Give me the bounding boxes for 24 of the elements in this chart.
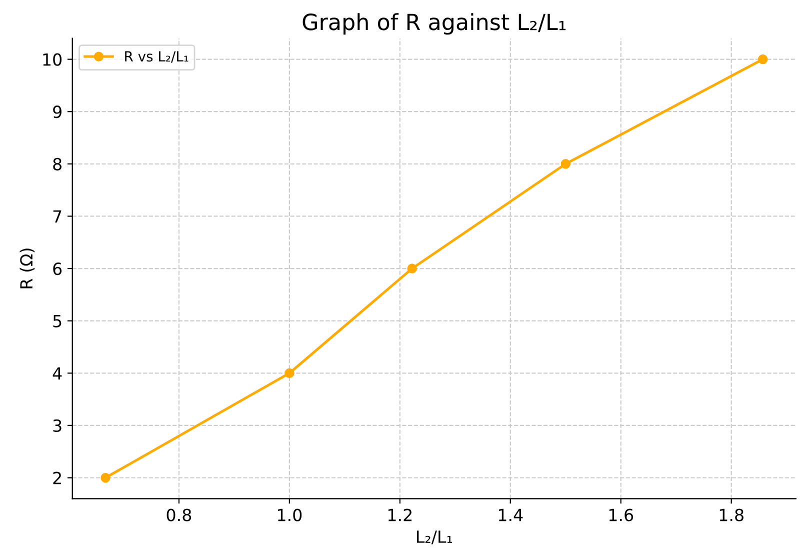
y-tick-label: 7 bbox=[53, 210, 62, 223]
point bbox=[758, 54, 768, 64]
y-tick-label: 3 bbox=[53, 419, 62, 432]
point bbox=[560, 159, 570, 169]
point bbox=[407, 264, 417, 274]
y-tick-label: 8 bbox=[53, 158, 62, 170]
y-axis-title: R (Ω) bbox=[20, 248, 35, 288]
x-tick-label: 1.0 bbox=[278, 508, 302, 522]
x-tick-label: 1.6 bbox=[609, 508, 634, 522]
x-tick-label: 0.8 bbox=[166, 508, 192, 522]
y-tick-label: 10 bbox=[43, 53, 62, 66]
x-tick-label: 1.2 bbox=[388, 508, 412, 522]
y-tick-label: 2 bbox=[53, 472, 61, 484]
point bbox=[284, 368, 294, 378]
legend-label: R vs L₂/L₁ bbox=[125, 51, 188, 63]
x-tick-label: 1.4 bbox=[498, 508, 523, 522]
y-tick-label: 5 bbox=[53, 315, 62, 328]
y-tick-label: 4 bbox=[52, 367, 62, 380]
x-tick-label: 1.8 bbox=[720, 508, 744, 522]
y-tick-label: 6 bbox=[53, 262, 62, 276]
y-tick-label: 9 bbox=[53, 106, 62, 118]
chart-title: Graph of R against L₂/L₁ bbox=[302, 13, 566, 35]
point bbox=[100, 472, 110, 483]
x-axis-title: L₂/L₁ bbox=[417, 530, 452, 544]
